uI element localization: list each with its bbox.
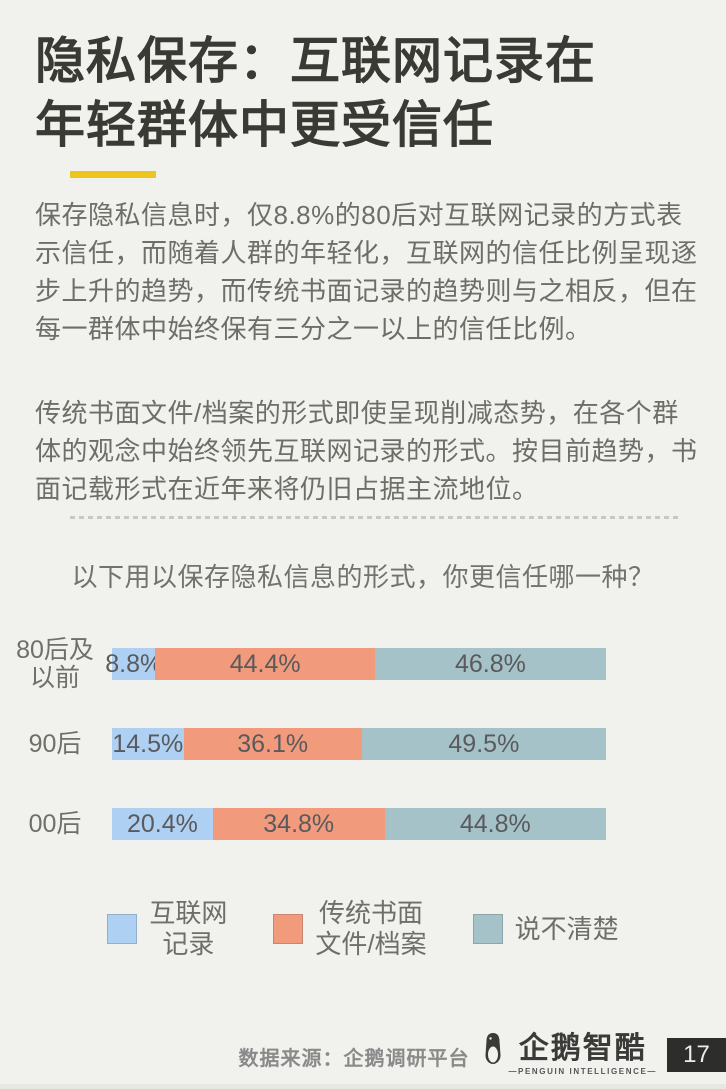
legend-label: 传统书面 文件/档案 — [315, 898, 427, 959]
data-source-label: 数据来源：企鹅调研平台 — [238, 1048, 470, 1070]
stacked-bar: 8.8% 44.4% 46.8% — [105, 648, 606, 680]
legend-item: 传统书面 文件/档案 — [273, 898, 427, 960]
segment-value-label: 46.8% — [454, 649, 526, 678]
page-title: 隐私保存：互联网记录在 年轻群体中更受信任 — [35, 30, 698, 157]
stacked-bar: 14.5% 36.1% 49.5% — [112, 728, 606, 760]
penguin-intelligence-logo: 企鹅智酷 —PENGUIN INTELLIGENCE— — [481, 1032, 657, 1076]
chart-row: 00后 20.4% 34.8% 44.8% — [0, 808, 726, 840]
legend-item: 互联网 记录 — [107, 898, 227, 960]
stacked-bar-chart: 80后及 以前 8.8% 44.4% 46.8% 90后 14.5% 36.1% 49.5% 00… — [0, 636, 726, 960]
bar-segment: 20.4% — [112, 808, 213, 840]
stacked-bar: 20.4% 34.8% 44.8% — [112, 808, 606, 840]
page-number-badge: 17 — [667, 1038, 726, 1072]
footer: 数据来源：企鹅调研平台 企鹅智酷 —PENGUIN INTELLIGENCE— — [238, 1032, 657, 1076]
bar-segment: 49.5% — [361, 728, 606, 760]
logo-text: 企鹅智酷 — [518, 1032, 647, 1065]
category-label: 00后 — [28, 810, 82, 838]
bar-segment: 14.5% — [112, 728, 184, 760]
bar-segment: 34.8% — [212, 808, 385, 840]
category-label: 90后 — [28, 730, 82, 758]
segment-value-label: 49.5% — [448, 729, 520, 758]
intro-paragraph-1: 保存隐私信息时，仅8.8%的80后对互联网记录的方式表示信任，而随着人群的年轻化… — [35, 200, 698, 344]
title-line1: 隐私保存：互联网记录在 — [35, 33, 596, 89]
chart-row: 90后 14.5% 36.1% 49.5% — [0, 728, 726, 760]
segment-value-label: 20.4% — [126, 809, 198, 838]
category-label: 80后及 以前 — [16, 636, 94, 692]
page-number: 17 — [683, 1041, 710, 1068]
legend-label: 说不清楚 — [514, 913, 619, 944]
dashed-divider — [70, 516, 682, 519]
segment-value-label: 36.1% — [237, 729, 309, 758]
title-line2: 年轻群体中更受信任 — [35, 96, 494, 153]
bar-segment: 46.8% — [374, 648, 606, 680]
bottom-edge-strip — [0, 1084, 726, 1089]
chart-row: 80后及 以前 8.8% 44.4% 46.8% — [0, 636, 726, 692]
segment-value-label: 8.8% — [105, 649, 163, 678]
segment-value-label: 14.5% — [112, 729, 184, 758]
chart-rows: 80后及 以前 8.8% 44.4% 46.8% 90后 14.5% 36.1% 49.5% 00… — [0, 636, 726, 840]
logo-subtext: —PENGUIN INTELLIGENCE— — [508, 1067, 657, 1076]
legend-swatch — [472, 914, 503, 944]
legend-label: 互联网 记录 — [149, 898, 228, 959]
penguin-icon — [481, 1032, 505, 1071]
segment-value-label: 44.8% — [459, 809, 531, 838]
bar-segment: 44.8% — [384, 808, 606, 840]
bar-segment: 36.1% — [183, 728, 362, 760]
legend-swatch — [107, 914, 138, 944]
segment-value-label: 44.4% — [229, 649, 301, 678]
segment-value-label: 34.8% — [263, 809, 335, 838]
intro-paragraph-2: 传统书面文件/档案的形式即使呈现削减态势，在各个群体的观念中始终领先互联网记录的… — [35, 398, 698, 504]
legend-item: 说不清楚 — [472, 913, 619, 945]
bar-segment: 44.4% — [155, 648, 375, 680]
logo-text-block: 企鹅智酷 —PENGUIN INTELLIGENCE— — [508, 1032, 657, 1076]
chart-question: 以下用以保存隐私信息的形式，你更信任哪一种？ — [71, 562, 655, 592]
bar-segment: 8.8% — [105, 648, 162, 680]
title-underline-accent — [70, 171, 156, 178]
chart-legend: 互联网 记录 传统书面 文件/档案 说不清楚 — [0, 898, 726, 960]
legend-swatch — [273, 914, 304, 944]
